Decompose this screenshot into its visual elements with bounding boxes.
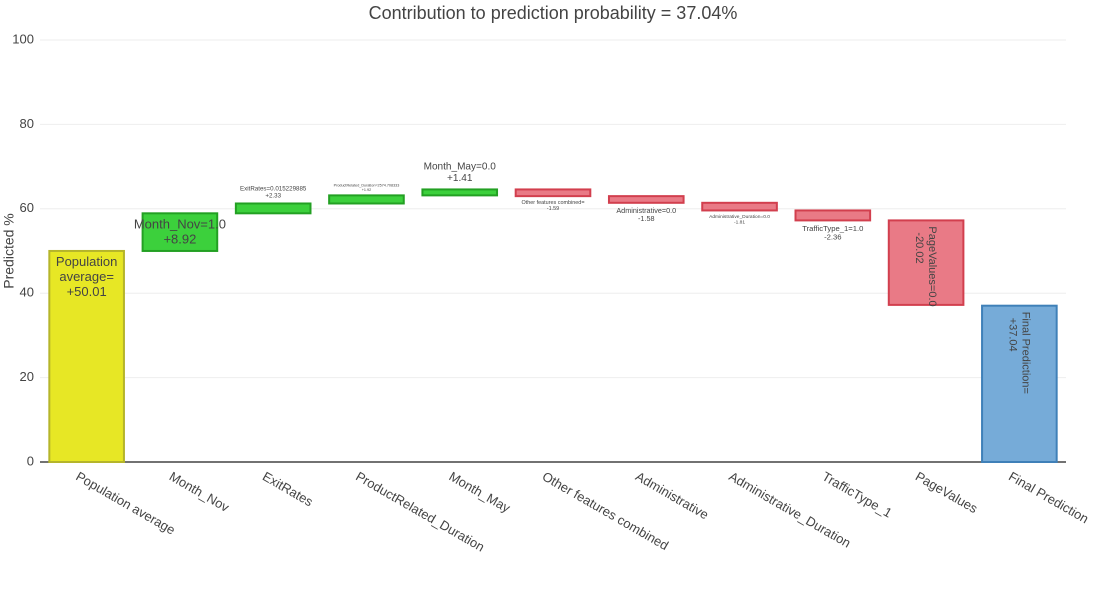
bar-label-text: Administrative_Duration=0.0 -1.81 bbox=[709, 214, 770, 226]
x-tick: TrafficType_1 bbox=[820, 469, 895, 521]
bar-label: Final Prediction=+37.04 bbox=[1006, 312, 1031, 394]
x-tick-label: Final Prediction bbox=[1006, 469, 1091, 527]
bar bbox=[141, 212, 219, 252]
x-tick-label: PageValues bbox=[913, 469, 981, 517]
value-label: -1.59 bbox=[547, 207, 559, 213]
value-label: +8.92 bbox=[163, 232, 196, 247]
feature-label: ExitRates=0.015229885 bbox=[240, 185, 307, 192]
x-tick: Month_May bbox=[447, 469, 514, 516]
value-label: -2.36 bbox=[824, 233, 842, 242]
y-axis-title: Predicted % bbox=[1, 213, 17, 288]
x-tick: Final Prediction bbox=[1006, 469, 1091, 527]
bar-label-text: Population average= +50.01 bbox=[56, 254, 117, 299]
chart-title: Contribution to prediction probability =… bbox=[369, 3, 738, 23]
x-tick-label: TrafficType_1 bbox=[820, 469, 895, 521]
bar-label-text: Month_May=0.0 +1.41 bbox=[424, 161, 497, 184]
feature-label: Administrative=0.0 bbox=[616, 206, 676, 215]
y-tick-label: 60 bbox=[20, 200, 34, 215]
bar bbox=[421, 188, 499, 197]
x-tick-label: ExitRates bbox=[260, 469, 316, 510]
value-label: +1.92 bbox=[362, 188, 371, 192]
bar-label-text: Final Prediction=+37.04 bbox=[1006, 312, 1031, 394]
feature-label: Final Prediction= bbox=[1019, 312, 1031, 394]
feature-label: TrafficType_1=1.0 bbox=[802, 224, 863, 233]
bar bbox=[48, 249, 125, 463]
bar bbox=[887, 219, 965, 306]
x-tick-label: Population average bbox=[73, 469, 178, 538]
feature-label: Month_May=0.0 bbox=[424, 161, 497, 172]
x-tick-label: Administrative bbox=[633, 469, 711, 523]
bar bbox=[234, 202, 312, 215]
value-label: +1.41 bbox=[447, 173, 473, 184]
bar bbox=[328, 194, 405, 205]
y-tick-label: 100 bbox=[12, 31, 34, 46]
bar bbox=[981, 304, 1058, 463]
value-label: +2.33 bbox=[265, 192, 281, 199]
feature-label: average= bbox=[59, 269, 114, 284]
bar bbox=[514, 188, 592, 198]
value-label: +50.01 bbox=[67, 284, 107, 299]
y-tick-label: 20 bbox=[20, 369, 34, 384]
value-label: +37.04 bbox=[1006, 318, 1018, 352]
y-tick-label: 0 bbox=[27, 453, 34, 468]
value-label: -1.81 bbox=[734, 220, 745, 226]
feature-label: Population bbox=[56, 254, 117, 269]
bar bbox=[607, 195, 685, 204]
bar-label-text: Other features combined= -1.59 bbox=[521, 200, 584, 212]
bar bbox=[701, 201, 778, 212]
x-tick: Administrative bbox=[633, 469, 711, 523]
feature-label: PageValues=0.0 bbox=[926, 226, 938, 306]
x-tick: Population average bbox=[73, 469, 178, 538]
feature-label: Month_Nov=1.0 bbox=[134, 217, 226, 232]
bar-label-text: ExitRates=0.015229885 +2.33 bbox=[240, 185, 307, 199]
bar-label-text: ProductRelated_Duration=2574.708333 +1.92 bbox=[334, 184, 400, 192]
y-tick-label: 80 bbox=[20, 116, 34, 131]
value-label: -1.58 bbox=[638, 214, 655, 223]
x-tick-label: Month_May bbox=[447, 469, 514, 516]
bar-label-text: Month_Nov=1.0 +8.92 bbox=[134, 217, 226, 247]
x-tick: Month_Nov bbox=[167, 469, 233, 515]
bar-label-text: Administrative=0.0 -1.58 bbox=[616, 206, 676, 223]
feature-label: ProductRelated_Duration=2574.708333 bbox=[334, 184, 400, 188]
bar-label-text: PageValues=0.0-20.02 bbox=[913, 226, 938, 306]
feature-label: Administrative_Duration=0.0 bbox=[709, 214, 770, 220]
bar bbox=[794, 209, 872, 222]
x-tick: ExitRates bbox=[260, 469, 316, 510]
bar-label-text: TrafficType_1=1.0 -2.36 bbox=[802, 224, 863, 242]
value-label: -20.02 bbox=[913, 232, 925, 263]
feature-label: Other features combined= bbox=[521, 200, 584, 206]
bar-label: PageValues=0.0-20.02 bbox=[913, 226, 938, 306]
x-tick: PageValues bbox=[913, 469, 981, 517]
y-tick-label: 40 bbox=[20, 285, 34, 300]
x-tick-label: Month_Nov bbox=[167, 469, 233, 515]
